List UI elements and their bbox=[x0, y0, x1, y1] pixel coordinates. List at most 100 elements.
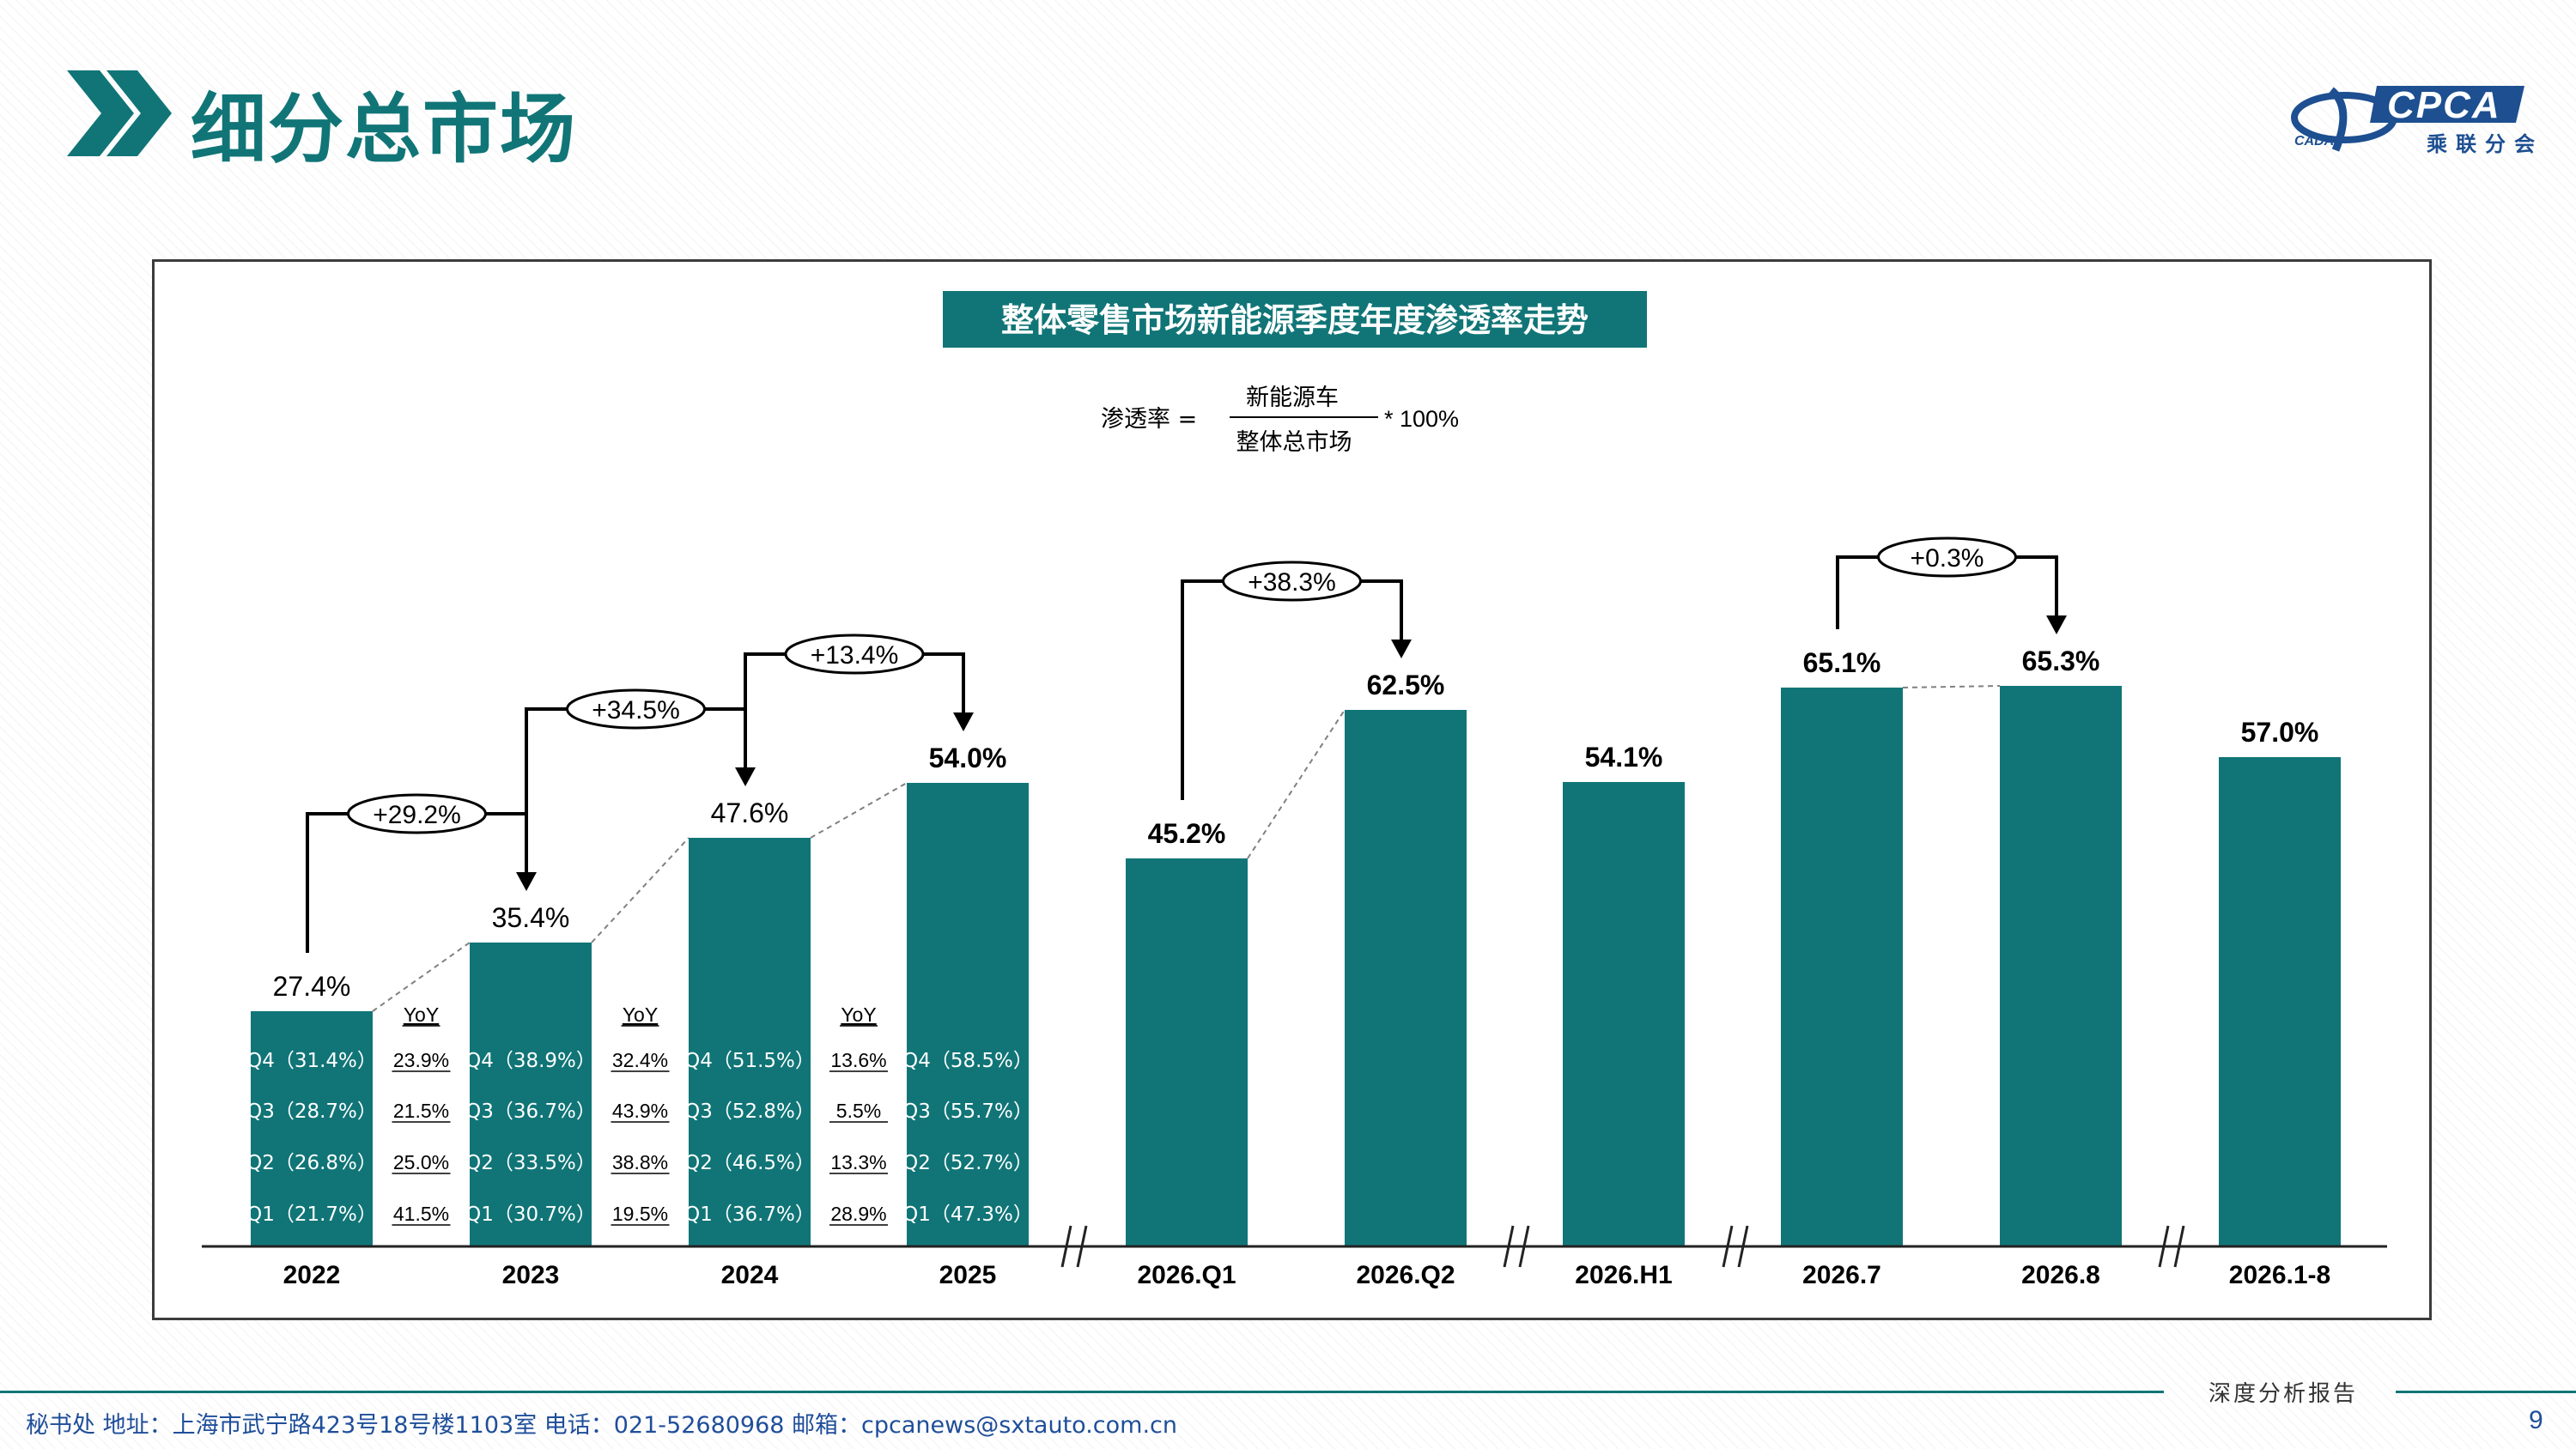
x-tick-label: 2024 bbox=[721, 1261, 779, 1289]
bar bbox=[1781, 688, 1903, 1246]
trend-line bbox=[1247, 709, 1346, 859]
x-tick-label: 2026.H1 bbox=[1575, 1261, 1672, 1289]
bar-value-label: 65.3% bbox=[2022, 646, 2100, 676]
logo-sub-text: CADA bbox=[2294, 134, 2335, 149]
quarter-share-label: Q3（36.7%） bbox=[465, 1100, 596, 1123]
x-tick-label: 2025 bbox=[939, 1261, 997, 1289]
axis-break-mark bbox=[1737, 1225, 1749, 1268]
quarter-share-label: Q4（31.4%） bbox=[246, 1050, 377, 1072]
footer-badge: 深度分析报告 bbox=[2208, 1381, 2359, 1407]
footer-divider bbox=[0, 1391, 2164, 1393]
chevron-right-icon bbox=[67, 70, 172, 156]
axis-break-mark bbox=[2173, 1225, 2185, 1268]
yoy-value: 23.9% bbox=[393, 1049, 449, 1071]
axis-break-mark bbox=[1076, 1225, 1088, 1268]
yoy-header: YoY bbox=[404, 1003, 439, 1026]
bar-value-label: 57.0% bbox=[2241, 717, 2319, 748]
x-tick-label: 2023 bbox=[502, 1261, 560, 1289]
quarter-share-label: Q3（28.7%） bbox=[246, 1100, 377, 1123]
yoy-header: YoY bbox=[623, 1003, 658, 1026]
quarter-share-label: Q4（58.5%） bbox=[902, 1050, 1033, 1072]
axis-break-mark bbox=[1722, 1225, 1734, 1268]
bar-value-label: 27.4% bbox=[273, 971, 351, 1002]
yoy-value: 38.8% bbox=[612, 1151, 668, 1173]
bar-value-label: 45.2% bbox=[1148, 818, 1226, 849]
growth-label-oval bbox=[347, 793, 487, 834]
logo-cn-text: 乘联分会 bbox=[2427, 132, 2543, 156]
x-tick-label: 2026.7 bbox=[1802, 1261, 1881, 1289]
axis-break-mark bbox=[1503, 1225, 1515, 1268]
yoy-value: 25.0% bbox=[393, 1151, 449, 1173]
trend-line bbox=[591, 837, 690, 943]
yoy-value: 41.5% bbox=[393, 1203, 449, 1225]
formula-denominator: 整体总市场 bbox=[1236, 429, 1352, 456]
bar bbox=[251, 1011, 373, 1246]
quarter-share-label: Q4（38.9%） bbox=[465, 1050, 596, 1072]
x-tick-label: 2022 bbox=[283, 1261, 341, 1289]
formula-suffix: * 100% bbox=[1384, 406, 1459, 432]
quarter-share-label: Q1（30.7%） bbox=[465, 1203, 596, 1226]
x-tick-label: 2026.Q2 bbox=[1356, 1261, 1455, 1289]
cpca-logo bbox=[2291, 86, 2524, 152]
yoy-value: 13.3% bbox=[830, 1151, 886, 1173]
x-tick-label: 2026.Q1 bbox=[1137, 1261, 1236, 1289]
growth-label: +29.2% bbox=[373, 801, 461, 829]
yoy-value: 5.5% bbox=[836, 1100, 881, 1122]
yoy-value: 28.9% bbox=[830, 1203, 886, 1225]
trend-line bbox=[1902, 685, 2001, 688]
logo-text: CPCA bbox=[2387, 84, 2501, 126]
bar bbox=[907, 783, 1029, 1246]
formula-numerator: 新能源车 bbox=[1246, 385, 1339, 411]
chart-title: 整体零售市场新能源季度年度渗透率走势 bbox=[1001, 301, 1589, 339]
bar-value-label: 65.1% bbox=[1803, 647, 1881, 678]
quarter-share-label: Q2（52.7%） bbox=[902, 1152, 1033, 1174]
bar bbox=[1345, 710, 1467, 1246]
bar-value-label: 47.6% bbox=[711, 797, 789, 828]
axis-break-mark bbox=[1060, 1225, 1072, 1268]
arrow-down-icon bbox=[953, 712, 974, 731]
quarter-share-label: Q2（26.8%） bbox=[246, 1152, 377, 1174]
arrow-down-icon bbox=[1391, 640, 1412, 658]
yoy-value: 13.6% bbox=[830, 1049, 886, 1071]
page-number: 9 bbox=[2529, 1406, 2543, 1434]
quarter-share-label: Q1（36.7%） bbox=[684, 1203, 815, 1226]
bar bbox=[1126, 858, 1248, 1246]
quarter-share-label: Q3（55.7%） bbox=[902, 1100, 1033, 1123]
x-tick-label: 2026.8 bbox=[2021, 1261, 2100, 1289]
bar-value-label: 62.5% bbox=[1367, 670, 1445, 700]
growth-label-oval bbox=[784, 634, 925, 675]
yoy-value: 21.5% bbox=[393, 1100, 449, 1122]
quarter-share-label: Q3（52.8%） bbox=[684, 1100, 815, 1123]
formula-prefix: 渗透率 = bbox=[1101, 406, 1197, 433]
quarter-share-label: Q1（21.7%） bbox=[246, 1203, 377, 1226]
bar-value-label: 54.1% bbox=[1585, 742, 1663, 773]
quarter-share-label: Q4（51.5%） bbox=[684, 1050, 815, 1072]
growth-label: +13.4% bbox=[811, 641, 899, 670]
yoy-value: 43.9% bbox=[612, 1100, 668, 1122]
bar bbox=[2219, 757, 2341, 1246]
footer-divider-right bbox=[2396, 1391, 2576, 1393]
growth-label-oval bbox=[1222, 561, 1362, 602]
chart-title-box bbox=[943, 291, 1647, 348]
growth-label-oval bbox=[1877, 537, 2017, 578]
yoy-value: 19.5% bbox=[612, 1203, 668, 1225]
bar bbox=[2000, 686, 2122, 1246]
bar-value-label: 54.0% bbox=[929, 743, 1007, 773]
footer-address: 秘书处 地址：上海市武宁路423号18号楼1103室 电话：021-526809… bbox=[26, 1412, 1178, 1439]
axis-break-mark bbox=[2158, 1225, 2170, 1268]
bar-value-label: 35.4% bbox=[492, 902, 570, 933]
growth-label: +34.5% bbox=[592, 696, 680, 724]
page-title: 细分总市场 bbox=[191, 85, 578, 173]
bar bbox=[1563, 782, 1685, 1246]
growth-label: +0.3% bbox=[1911, 544, 1984, 573]
trend-line bbox=[810, 782, 908, 839]
quarter-share-label: Q2（33.5%） bbox=[465, 1152, 596, 1174]
growth-label-oval bbox=[566, 688, 706, 730]
quarter-share-label: Q1（47.3%） bbox=[902, 1203, 1033, 1226]
arrow-down-icon bbox=[2046, 615, 2067, 634]
bar bbox=[470, 943, 592, 1246]
x-tick-label: 2026.1-8 bbox=[2229, 1261, 2330, 1289]
yoy-value: 32.4% bbox=[612, 1049, 668, 1071]
yoy-header: YoY bbox=[841, 1003, 876, 1026]
